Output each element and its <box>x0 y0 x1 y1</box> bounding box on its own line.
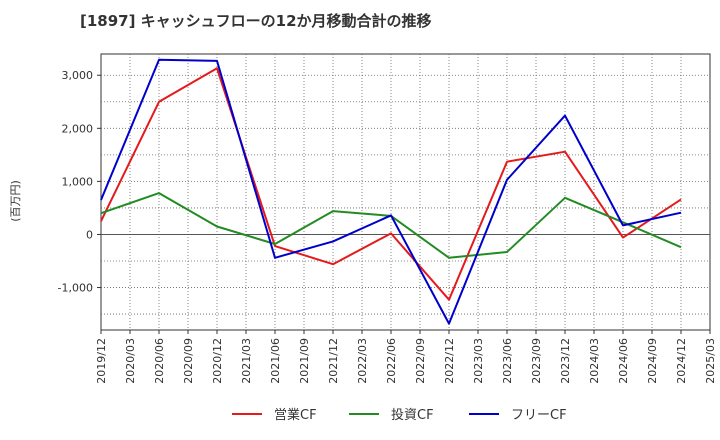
plot-frame <box>100 53 711 331</box>
data-point <box>506 161 508 163</box>
data-point <box>332 210 334 212</box>
x-tick-label: 2023/09 <box>530 338 543 384</box>
chart-title: [1897] キャッシュフローの12か月移動合計の推移 <box>80 12 432 30</box>
data-point <box>158 59 160 61</box>
x-tick-label: 2022/09 <box>414 338 427 384</box>
plot-area: 3,000 2,000 1,000 0 -1,000 2019/12 2020/03 2020… <box>58 53 717 384</box>
x-tick-label: 2020/06 <box>153 338 166 384</box>
x-tick-label: 2024/03 <box>588 338 601 384</box>
x-tick-label: 2024/12 <box>675 338 688 384</box>
data-point <box>680 212 682 214</box>
data-point <box>622 237 624 239</box>
data-point <box>100 199 102 201</box>
data-point <box>506 251 508 253</box>
data-point <box>274 245 276 247</box>
data-point <box>506 179 508 181</box>
data-point <box>564 151 566 153</box>
legend-label-3: フリーCF <box>511 408 567 423</box>
x-tick-label: 2025/03 <box>704 338 717 384</box>
y-tick-label: 0 <box>86 228 93 241</box>
data-point <box>100 212 102 214</box>
data-point <box>564 197 566 199</box>
legend-label-2: 投資CF <box>391 407 434 423</box>
legend-label-1: 営業CF <box>274 407 317 423</box>
y-tick-label: 1,000 <box>62 175 94 188</box>
data-point <box>274 243 276 245</box>
data-point <box>216 226 218 228</box>
x-tick-label: 2023/12 <box>559 338 572 384</box>
x-tick-label: 2021/03 <box>240 338 253 384</box>
data-point <box>332 263 334 265</box>
data-point <box>390 232 392 234</box>
y-tick-label: 2,000 <box>62 122 94 135</box>
y-tick-label: -1,000 <box>58 282 93 295</box>
data-point <box>332 240 334 242</box>
x-tick-label: 2022/06 <box>385 338 398 384</box>
data-point <box>680 198 682 200</box>
data-point <box>274 257 276 259</box>
x-tick-label: 2020/03 <box>124 338 137 384</box>
data-point <box>216 67 218 69</box>
series-line-1 <box>100 67 682 301</box>
x-tick-label: 2021/12 <box>327 338 340 384</box>
x-tick-label: 2024/06 <box>617 338 630 384</box>
x-tick-label: 2020/12 <box>211 338 224 384</box>
data-point <box>158 101 160 103</box>
data-point <box>448 299 450 301</box>
x-tick-label: 2021/06 <box>269 338 282 384</box>
y-axis-label: (百万円) <box>9 180 22 222</box>
data-point <box>680 246 682 248</box>
data-point <box>564 115 566 117</box>
x-tick-label: 2021/09 <box>298 338 311 384</box>
series-line-3 <box>100 58 682 325</box>
data-point <box>448 257 450 259</box>
data-point <box>390 214 392 216</box>
x-tick-label: 2022/12 <box>443 338 456 384</box>
data-point <box>448 323 450 325</box>
data-point <box>158 192 160 194</box>
legend: 営業CF 投資CF フリーCF <box>232 407 567 423</box>
x-tick-label: 2019/12 <box>95 338 108 384</box>
x-tick-label: 2024/09 <box>646 338 659 384</box>
x-tick-label: 2023/06 <box>501 338 514 384</box>
data-point <box>622 224 624 226</box>
x-tick-label: 2022/03 <box>356 338 369 384</box>
x-tick-label: 2020/09 <box>182 338 195 384</box>
x-tick-label: 2023/03 <box>472 338 485 384</box>
data-point <box>216 60 218 62</box>
y-tick-label: 3,000 <box>62 69 94 82</box>
data-point <box>100 220 102 222</box>
